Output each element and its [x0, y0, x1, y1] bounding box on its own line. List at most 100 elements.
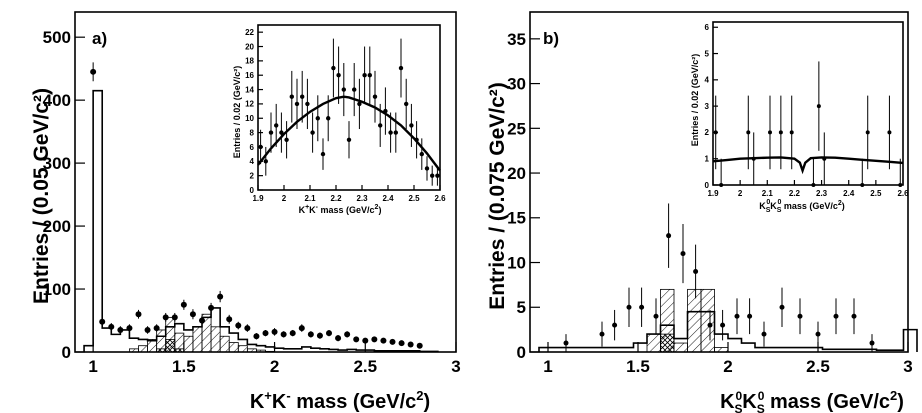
a-inset-data-point — [393, 130, 398, 135]
b-main-x-tick-label: 1.5 — [626, 357, 650, 376]
a-inset-y-tick-label: 4 — [250, 157, 255, 166]
b-main-y-tick-label: 5 — [517, 298, 526, 317]
a-inset-x-tick-label: 1.9 — [252, 194, 264, 203]
a-main-data-point — [307, 331, 314, 338]
b-inset-data-point — [822, 156, 827, 161]
b-inset-y-tick-label: 0 — [705, 181, 710, 190]
b-main-data-point — [693, 268, 699, 274]
a-inset-y-tick-label: 16 — [245, 71, 254, 80]
b-inset-data-point — [768, 130, 772, 135]
a-main-hatched-bin — [192, 326, 203, 353]
a-main-data-point — [199, 317, 205, 324]
b-main-data-point — [779, 304, 785, 310]
b-main-hatched-bin — [687, 288, 702, 353]
a-inset-data-point — [268, 130, 274, 135]
a-inset-y-tick-label: 12 — [245, 100, 254, 109]
a-inset-x-tick-label: 2.6 — [434, 194, 446, 203]
a-main-data-point — [108, 323, 115, 330]
b-inset-y-tick-label: 2 — [705, 128, 710, 137]
b-main-data-point — [707, 322, 713, 328]
a-main-data-point — [162, 314, 169, 321]
a-inset-y-tick-label: 2 — [250, 171, 255, 180]
a-main-data-point — [135, 311, 142, 318]
a-inset-y-tick-label: 6 — [250, 143, 255, 152]
b-main-y-tick-label: 25 — [507, 119, 526, 138]
panel-a-inset-xlabel: K+K- mass (GeV/c2) — [299, 204, 382, 215]
b-inset-frame — [712, 21, 904, 186]
a-main-data-point — [226, 316, 233, 323]
b-main-data-point — [680, 251, 686, 257]
a-inset-y-tick-label: 14 — [245, 85, 254, 94]
b-main-data-point — [747, 313, 753, 319]
a-inset-y-tick-label: 0 — [250, 186, 255, 195]
a-inset-data-point — [414, 137, 419, 142]
a-main-data-point — [335, 335, 342, 342]
a-inset-data-point — [430, 173, 435, 178]
a-main-data-point — [389, 338, 396, 345]
a-inset-data-point — [279, 130, 284, 135]
a-inset-data-point — [388, 130, 393, 135]
b-main-data-point — [761, 331, 767, 337]
a-inset-data-point — [336, 73, 341, 78]
a-main-data-point — [298, 325, 305, 332]
b-inset-data-point — [778, 130, 783, 135]
a-inset-x-tick-label: 2.4 — [382, 194, 394, 203]
a-main-data-point — [99, 318, 106, 325]
a-main-data-point — [353, 336, 360, 343]
b-main-data-point — [626, 304, 632, 310]
a-main-hatched-bin — [228, 342, 239, 353]
a-inset-data-point — [409, 123, 414, 128]
b-main-data-point — [833, 313, 839, 319]
a-main-hatched-bin — [183, 335, 194, 353]
a-inset-data-point — [315, 116, 320, 121]
a-main-data-point — [416, 342, 423, 349]
b-inset-x-tick-label: 2.6 — [897, 189, 909, 198]
panel-a-tag: a) — [92, 29, 107, 48]
a-main-data-point — [180, 301, 187, 308]
a-inset-data-point — [357, 101, 362, 107]
a-inset-data-point — [362, 73, 367, 78]
a-inset-data-point — [378, 123, 383, 128]
a-main-y-tick-label: 300 — [43, 154, 71, 173]
a-inset-data-point — [383, 108, 388, 114]
a-inset-data-point — [326, 116, 331, 121]
b-main-data-point — [599, 331, 605, 337]
b-main-data-point — [639, 304, 645, 310]
a-inset-data-point — [435, 173, 440, 178]
a-main-data-point — [316, 332, 323, 339]
b-main-hatched-bin — [700, 288, 715, 353]
b-main-x-tick-label: 1 — [543, 357, 552, 376]
b-main-data-point — [869, 340, 875, 346]
a-main-data-point — [235, 322, 242, 329]
a-main-y-tick-label: 400 — [43, 91, 71, 110]
a-main-data-point — [90, 68, 97, 75]
panel-a-inset-ylabel: Entries / 0.02 (GeV/c²) — [232, 66, 242, 159]
b-inset-y-tick-label: 3 — [705, 102, 710, 111]
b-inset-data-point — [746, 130, 751, 135]
a-main-data-point — [144, 326, 151, 333]
b-main-y-tick-label: 20 — [507, 164, 526, 183]
b-main-data-point — [653, 313, 659, 319]
a-inset-data-point — [372, 94, 378, 99]
b-inset-x-tick-label: 2.3 — [816, 189, 828, 198]
a-main-hatched-bin — [210, 326, 221, 353]
a-inset-y-tick-label: 10 — [245, 114, 254, 123]
b-main-x-tick-label: 3 — [903, 357, 912, 376]
a-main-frame — [74, 11, 457, 353]
b-inset-x-tick-label: 2 — [738, 189, 743, 198]
b-inset-x-tick-label: 2.4 — [843, 189, 855, 198]
a-inset-data-point — [294, 101, 300, 107]
b-main-hatched-bin — [673, 342, 688, 353]
b-main-y-tick-label: 30 — [507, 75, 526, 94]
panel-b-tag: b) — [543, 29, 559, 48]
panel-b: Entries / (0.075 GeV/c²) b) 1 1.5 2 2.5 3051… — [486, 11, 918, 413]
b-inset-fit-curve — [712, 156, 904, 175]
panel-a-inset-plot: 1.9 2 2.1 2.2 2.3 2.4 2.5 2.6 0 2 4 6 8 10 12 14 16 18 20 2… — [245, 24, 446, 203]
b-main-x-tick-label: 2 — [723, 357, 732, 376]
a-inset-data-point — [331, 65, 336, 71]
a-main-y-tick-label: 500 — [43, 28, 71, 47]
a-main-data-point — [117, 326, 124, 333]
